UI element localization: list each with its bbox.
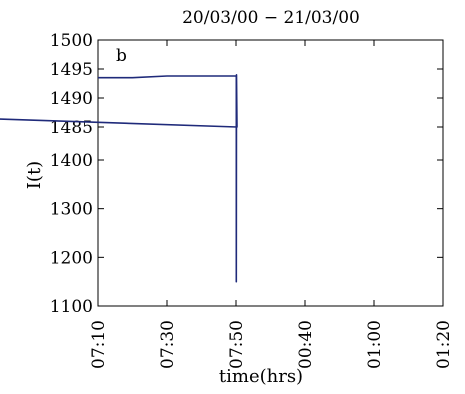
y-tick-label: 1200 [50,248,93,268]
x-tick-label: 07:30 [158,320,178,369]
y-tick-label: 1485 [50,118,93,138]
x-tick-label: 07:10 [89,320,109,369]
x-tick-label: 07:50 [227,320,247,369]
y-tick-label: 1100 [50,297,93,317]
y-tick-label: 1490 [50,89,93,109]
x-tick-label: 00:40 [296,320,316,369]
ticks-layer: 1500 1495 1490 1485 1400 1300 1200 1100 07:10 07:… [50,31,454,369]
y-tick-label: 1400 [50,151,93,171]
x-tick-label: 01:20 [434,320,454,369]
y-axis-label: I(t) [24,161,45,189]
series-line [0,74,238,283]
x-tick-label: 01:00 [365,320,385,369]
series-layer [0,74,238,283]
y-tick-label: 1495 [50,60,93,80]
y-tick-label: 1300 [50,200,93,220]
x-axis-label: time(hrs) [219,366,303,387]
plot-frame [97,39,444,307]
chart-title: 20/03/00 − 21/03/00 [182,8,360,28]
y-tick-label: 1500 [50,31,93,51]
panel-label: b [116,46,127,66]
